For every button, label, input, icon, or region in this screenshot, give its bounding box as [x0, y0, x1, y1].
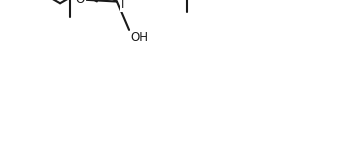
Text: OH: OH	[131, 31, 149, 44]
Text: O: O	[76, 0, 85, 6]
Text: I: I	[120, 0, 124, 11]
